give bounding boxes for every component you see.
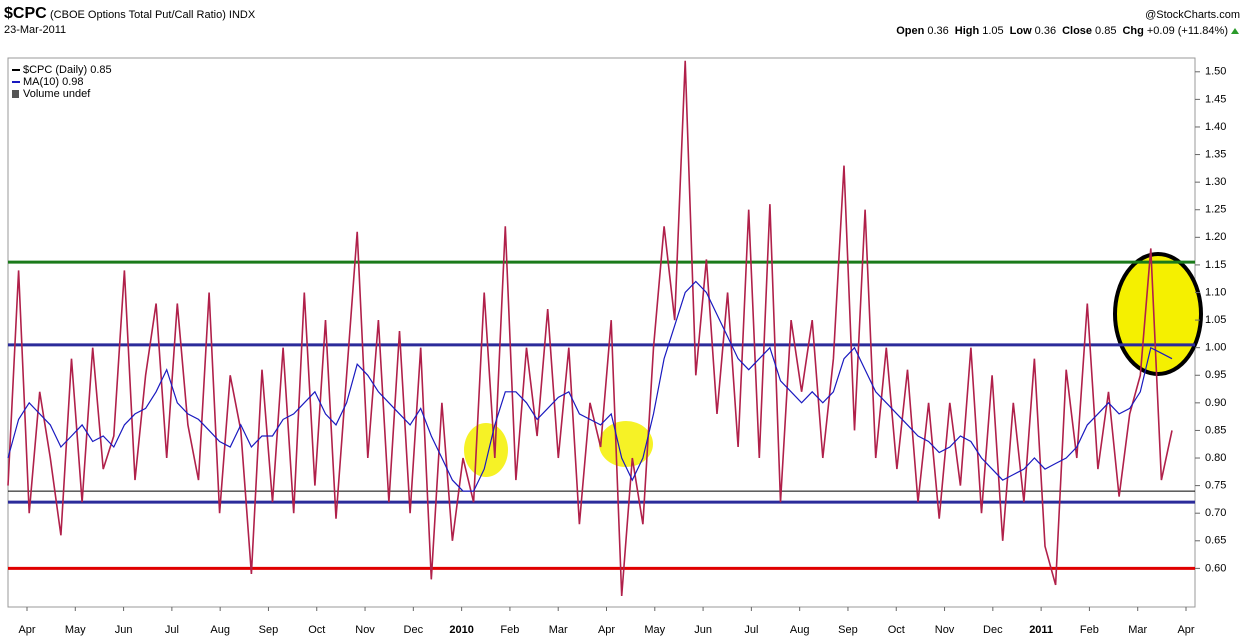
x-tick-label: Apr: [18, 624, 35, 636]
x-tick-label: Sep: [838, 624, 858, 636]
y-tick-label: 0.80: [1205, 452, 1226, 464]
y-tick-label: 1.25: [1205, 204, 1226, 216]
quote-label: High: [955, 25, 980, 37]
y-tick-label: 1.15: [1205, 259, 1226, 271]
quote-label: Low: [1010, 25, 1032, 37]
y-tick-label: 1.30: [1205, 176, 1226, 188]
x-tick-label: Feb: [500, 624, 519, 636]
quote-label: Open: [896, 25, 924, 37]
up-arrow: [1231, 28, 1239, 34]
x-tick-label: Aug: [210, 624, 230, 636]
x-tick-label: Nov: [935, 624, 955, 636]
x-tick-label: 2010: [449, 624, 473, 636]
highlight: [599, 421, 653, 467]
quote-value: 1.05: [982, 25, 1003, 37]
x-tick-label: Oct: [308, 624, 325, 636]
y-tick-label: 1.50: [1205, 66, 1226, 78]
y-tick-label: 0.70: [1205, 507, 1226, 519]
legend-swatch: [12, 90, 19, 98]
quote-label: Close: [1062, 25, 1092, 37]
series-line: [7, 280, 1173, 492]
y-tick-label: 0.95: [1205, 369, 1226, 381]
x-tick-label: Dec: [404, 624, 424, 636]
chart-subtitle: (CBOE Options Total Put/Call Ratio) INDX: [50, 9, 256, 21]
y-tick-label: 1.45: [1205, 93, 1226, 105]
x-tick-label: Nov: [355, 624, 375, 636]
x-tick-label: Mar: [1128, 624, 1147, 636]
x-tick-label: May: [644, 624, 665, 636]
y-tick-label: 0.75: [1205, 480, 1226, 492]
series-line: [7, 60, 1173, 597]
x-tick-label: Mar: [549, 624, 568, 636]
y-tick-label: 0.90: [1205, 397, 1226, 409]
x-tick-label: Jun: [115, 624, 133, 636]
legend-label: Volume undef: [23, 88, 91, 100]
y-tick-label: 1.00: [1205, 342, 1226, 354]
quote-value: 0.85: [1095, 25, 1116, 37]
x-tick-label: Feb: [1080, 624, 1099, 636]
y-tick-label: 1.20: [1205, 231, 1226, 243]
x-tick-label: Aug: [790, 624, 810, 636]
x-tick-label: 2011: [1029, 624, 1053, 636]
legend-label: $CPC (Daily) 0.85: [23, 64, 112, 76]
x-tick-label: Apr: [1177, 624, 1194, 636]
y-tick-label: 1.35: [1205, 148, 1226, 160]
quote-value: 0.36: [927, 25, 948, 37]
legend-label: MA(10) 0.98: [23, 76, 84, 88]
x-tick-label: Jun: [694, 624, 712, 636]
quote-label: Chg: [1122, 25, 1143, 37]
x-tick-label: Oct: [888, 624, 905, 636]
chart-date: 23-Mar-2011: [4, 24, 66, 36]
y-tick-label: 1.10: [1205, 286, 1226, 298]
quote-value: 0.36: [1035, 25, 1056, 37]
x-tick-label: Jul: [165, 624, 179, 636]
x-tick-label: May: [65, 624, 86, 636]
x-tick-label: Apr: [598, 624, 615, 636]
quote-value: +0.09 (+11.84%): [1147, 25, 1228, 37]
highlight: [1113, 252, 1203, 376]
x-tick-label: Sep: [259, 624, 279, 636]
x-tick-label: Dec: [983, 624, 1003, 636]
y-tick-label: 0.85: [1205, 424, 1226, 436]
highlight: [464, 423, 508, 477]
y-tick-label: 1.40: [1205, 121, 1226, 133]
y-tick-label: 0.65: [1205, 535, 1226, 547]
source: @StockCharts.com: [1145, 9, 1240, 21]
chart-title: $CPC: [4, 5, 47, 22]
plot-area: [7, 57, 1196, 608]
y-tick-label: 1.05: [1205, 314, 1226, 326]
quote-text: Open 0.36 High 1.05 Low 0.36 Close 0.85 Chg +0.09…: [896, 25, 1228, 37]
y-tick-label: 0.60: [1205, 562, 1226, 574]
x-tick-label: Jul: [744, 624, 758, 636]
